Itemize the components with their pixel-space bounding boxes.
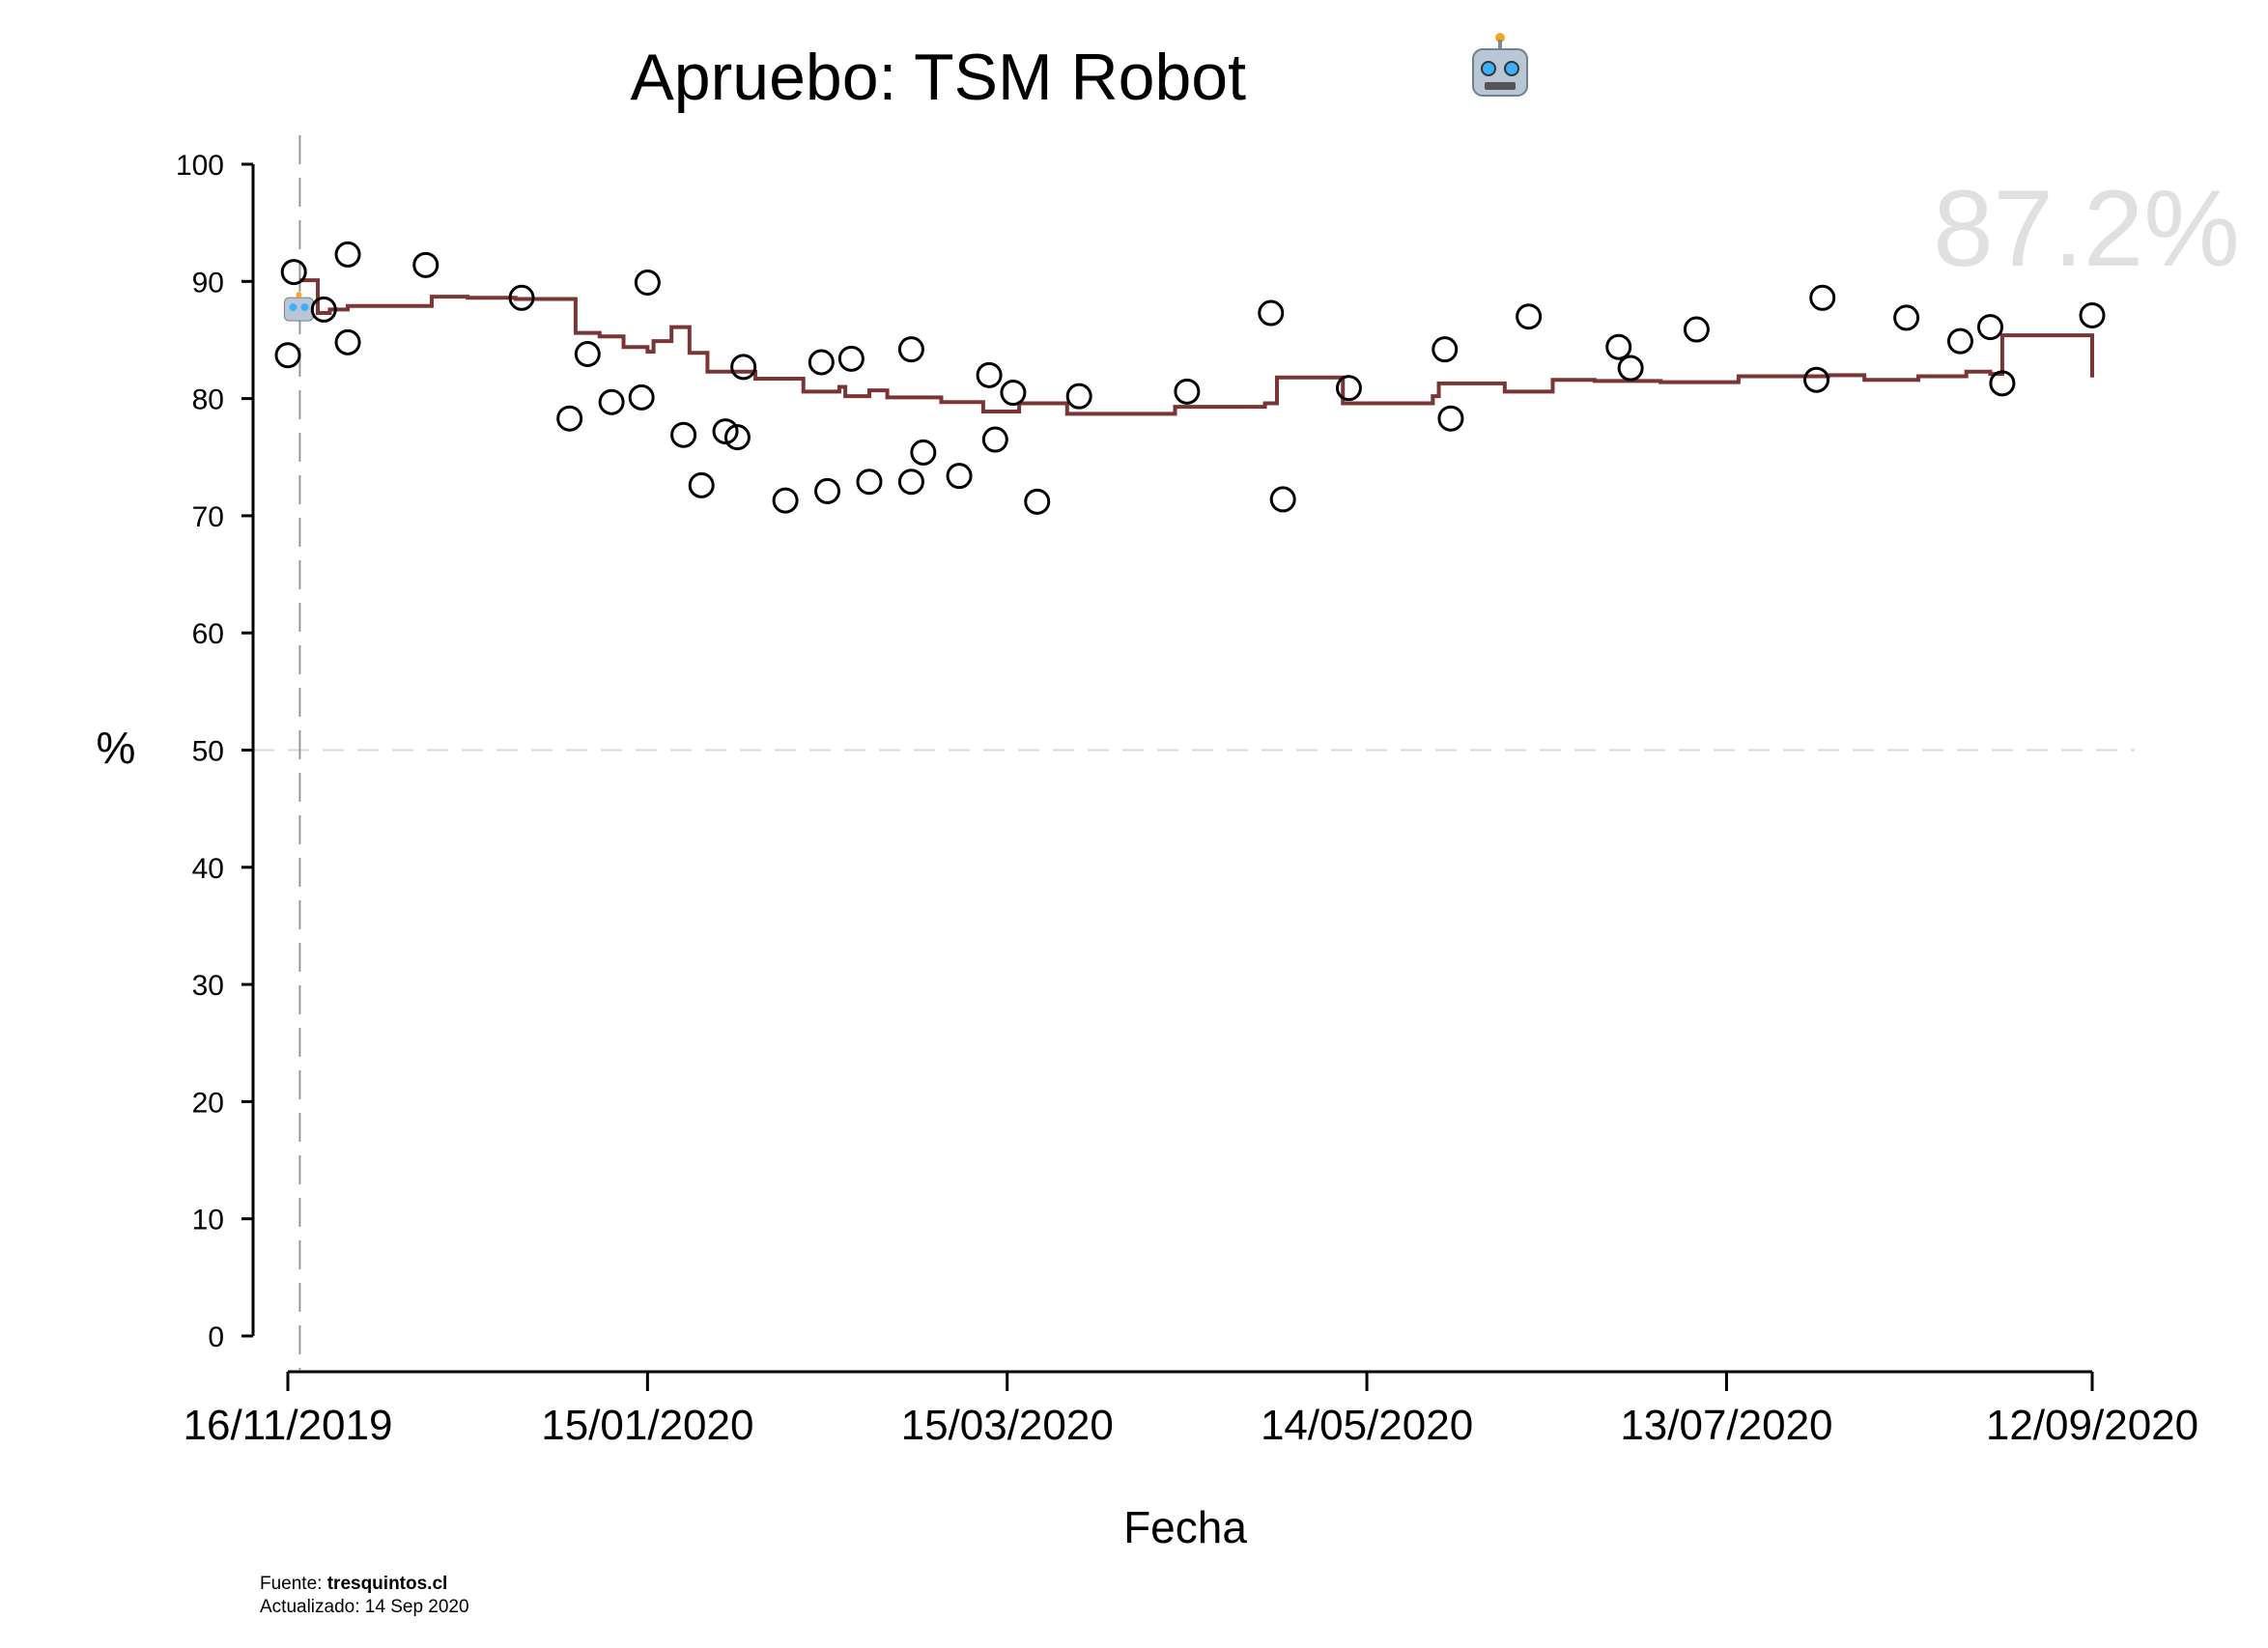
poll-point [1432, 336, 1459, 363]
y-axis: 0 10 20 30 40 50 60 70 80 90 100 [176, 150, 255, 1353]
robot-marker-eye [289, 303, 298, 312]
poll-point [2079, 301, 2106, 328]
poll-point [976, 361, 1003, 388]
poll-point [274, 342, 301, 369]
source-label: Fuente: [260, 1574, 323, 1594]
poll-point [634, 270, 661, 297]
poll-point [1946, 327, 1973, 355]
robot-marker-eye [300, 303, 309, 312]
robot-marker-antenna [296, 292, 302, 298]
y-tick-label: 70 [192, 501, 224, 533]
poll-point [772, 487, 799, 514]
poll-point [981, 426, 1008, 453]
x-axis-title: Fecha [1123, 1502, 1247, 1552]
poll-point [1335, 375, 1362, 402]
poll-point [310, 296, 337, 323]
trend-step-path [299, 278, 2094, 416]
x-tick-label: 14/05/2020 [1261, 1402, 1473, 1449]
poll-point [1893, 304, 1920, 331]
x-tick-label: 15/03/2020 [901, 1402, 1114, 1449]
poll-point [1065, 383, 1092, 410]
robot-marker-head [283, 297, 314, 322]
poll-point [910, 439, 937, 466]
source-note: Fuente: tresquintos.cl [260, 1573, 447, 1596]
poll-point [897, 336, 924, 363]
robot-marker-icon [283, 292, 314, 322]
poll-point [814, 477, 841, 504]
highlight-value: 87.2% [1933, 168, 2240, 289]
source-value: tresquintos.cl [326, 1574, 448, 1594]
poll-point [574, 341, 601, 368]
poll-point [837, 345, 865, 372]
poll-point [598, 388, 625, 415]
poll-point [712, 418, 739, 445]
reference-lines [253, 135, 2135, 1370]
y-axis-title: % [97, 723, 136, 773]
poll-point [1269, 486, 1296, 513]
y-tick-label: 50 [192, 736, 224, 768]
poll-point [556, 405, 583, 432]
poll-point [508, 284, 535, 311]
x-tick-label: 13/07/2020 [1620, 1402, 1832, 1449]
updated-note: Actualizado: 14 Sep 2020 [260, 1597, 469, 1617]
poll-point [1516, 303, 1543, 330]
poll-points [274, 241, 2106, 515]
poll-point [628, 384, 655, 411]
poll-point [730, 354, 757, 381]
x-tick-label: 16/11/2019 [184, 1402, 393, 1449]
poll-point [1024, 488, 1051, 515]
poll-point [1809, 284, 1836, 311]
poll-point [688, 471, 715, 498]
y-tick-label: 90 [192, 267, 224, 298]
poll-point [280, 259, 307, 286]
chart-title: Apruebo: TSM Robot [630, 41, 1246, 114]
poll-point [1605, 333, 1632, 360]
poll-point [1174, 378, 1201, 405]
poll-point [1989, 370, 2016, 397]
poll-point [808, 349, 835, 376]
poll-point [334, 241, 361, 268]
poll-point [897, 469, 924, 496]
y-tick-label: 40 [192, 853, 224, 885]
y-tick-label: 80 [192, 384, 224, 416]
poll-point [1437, 405, 1464, 432]
poll-point [1617, 355, 1644, 382]
y-tick-label: 0 [208, 1321, 224, 1353]
poll-point [946, 463, 973, 490]
y-tick-label: 20 [192, 1087, 224, 1119]
y-tick-label: 10 [192, 1205, 224, 1236]
poll-point [334, 328, 361, 355]
poll-point [1803, 366, 1830, 393]
x-tick-label: 15/01/2020 [541, 1402, 753, 1449]
trend-step-line [283, 278, 2094, 416]
robot-icon [1472, 33, 1528, 97]
poll-point [1258, 299, 1285, 327]
poll-point [1000, 380, 1027, 407]
y-tick-label: 100 [176, 150, 224, 182]
y-tick-label: 60 [192, 618, 224, 650]
poll-point [723, 424, 751, 451]
poll-point [1683, 316, 1710, 343]
poll-point [1976, 314, 2003, 341]
x-tick-label: 12/09/2020 [1986, 1402, 2198, 1449]
poll-point [412, 251, 439, 278]
x-axis: 16/11/2019 15/01/2020 15/03/2020 14/05/2020… [184, 1370, 2198, 1449]
poll-point [670, 421, 697, 448]
poll-point [856, 469, 883, 496]
y-tick-label: 30 [192, 970, 224, 1002]
